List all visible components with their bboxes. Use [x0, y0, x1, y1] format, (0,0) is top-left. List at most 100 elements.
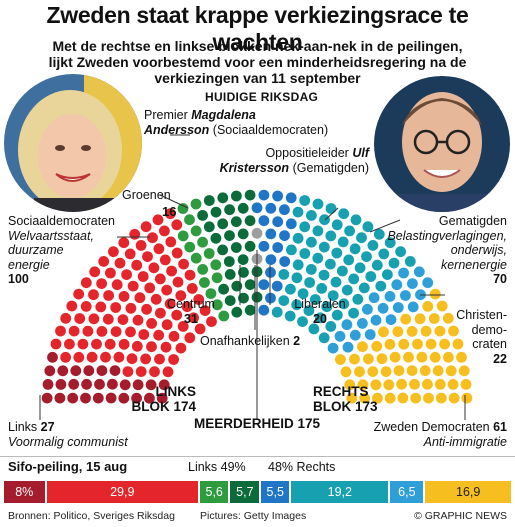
groenen-name: Groenen [122, 188, 171, 202]
seat-sociaaldemocraten [161, 284, 173, 296]
seat-sociaaldemocraten [60, 351, 71, 363]
seat-sociaaldemocraten [148, 262, 160, 274]
seat-gematigden [327, 290, 339, 301]
page-title: Zweden staat krappe verkiezingsrace te w… [46, 2, 469, 55]
poll-bar-6: 6,5 [390, 481, 424, 503]
christen-value: 22 [493, 351, 507, 366]
seat-gematigden [404, 256, 416, 267]
seat-sociaaldemocraten [147, 232, 158, 244]
seat-centrum [203, 195, 215, 206]
seat-gematigden [325, 230, 337, 242]
seat-sociaaldemocraten [68, 325, 80, 337]
seat-christen-democraten [385, 314, 397, 325]
seat-gematigden [361, 251, 372, 262]
seat-sociaaldemocraten [73, 288, 85, 300]
seat-sociaaldemocraten [77, 338, 89, 350]
andersson-label: Premier Magdalena Andersson (Sociaaldemo… [144, 108, 328, 137]
seat-zweden-democraten [392, 326, 404, 337]
seat-sociaaldemocraten [131, 340, 143, 352]
seat-sociaaldemocraten [137, 271, 149, 282]
seat-zweden-democraten [371, 340, 383, 352]
kristersson-first-name: Ulf [352, 146, 369, 160]
gematigden-value: 70 [493, 272, 507, 286]
onafhankelijken-name: Onafhankelijken [200, 334, 290, 348]
seat-zweden-democraten [435, 392, 447, 404]
seat-zweden-democraten [380, 366, 392, 377]
zweden-value: 61 [493, 420, 507, 434]
seat-centrum [224, 204, 236, 216]
seat-links [80, 392, 91, 404]
seat-gematigden [395, 246, 406, 258]
poll-right-total: 48% Rechts [268, 460, 336, 474]
seat-zweden-democraten [412, 338, 423, 350]
seat-zweden-democraten [396, 378, 407, 390]
seat-centrum [238, 267, 249, 278]
seat-sociaaldemocraten [64, 338, 75, 350]
seat-sociaaldemocraten [140, 353, 152, 365]
sociaaldemocraten-note-2: duurzame [8, 243, 64, 257]
seat-gematigden [338, 298, 350, 310]
seat-zweden-democraten [410, 392, 422, 404]
seat-christen-democraten [398, 267, 409, 279]
seat-zweden-democraten [346, 392, 358, 404]
seat-sociaaldemocraten [166, 265, 178, 277]
page-subtitle: Met de rechtse en linkse blokken nek-aan… [48, 38, 467, 86]
seat-gematigden [315, 312, 326, 324]
seat-sociaaldemocraten [95, 301, 107, 313]
seat-gematigden [284, 310, 296, 322]
label-onafhankelijken: Onafhankelijken 2 [200, 334, 300, 349]
seat-centrum [210, 206, 222, 218]
seat-gematigden [349, 243, 361, 255]
seat-zweden-democraten [389, 351, 401, 363]
value-groenen: 16 [162, 204, 177, 219]
seat-zweden-democraten [335, 354, 346, 365]
seat-gematigden [299, 195, 311, 206]
sociaaldemocraten-note-3: energie [8, 257, 50, 272]
seat-gematigden [292, 232, 304, 244]
seat-links [55, 379, 67, 390]
seat-sociaaldemocraten [125, 326, 136, 338]
poll-bar-0: 8% [4, 481, 45, 503]
andersson-first-name: Magdalena [191, 108, 256, 122]
links-note: Voormalig communist [8, 434, 128, 449]
seat-gematigden [297, 288, 309, 299]
seat-zweden-democraten [406, 365, 418, 376]
poll-bar-1: 29,9 [46, 481, 198, 503]
seat-links [83, 365, 95, 377]
seat-sociaaldemocraten [127, 280, 139, 292]
seat-liberalen [251, 202, 263, 214]
seat-centrum [244, 279, 256, 290]
seat-sociaaldemocraten [86, 351, 98, 363]
seat-liberalen [265, 202, 277, 214]
seat-gematigden [373, 228, 385, 240]
seat-gematigden [306, 210, 317, 221]
seat-zweden-democraten [456, 351, 467, 363]
seat-zweden-democraten [393, 365, 405, 376]
label-centrum: Centrum 31 [162, 297, 220, 326]
seat-groenen [197, 236, 209, 248]
gematigden-note-3: kernenergie [440, 257, 507, 272]
seat-liberalen [258, 279, 270, 290]
seat-zweden-democraten [425, 338, 437, 350]
seat-centrum [244, 240, 256, 252]
seat-gematigden [348, 273, 360, 285]
seat-zweden-democraten [378, 326, 389, 338]
kristersson-photo [374, 76, 510, 212]
seat-gematigden [367, 240, 379, 251]
seat-gematigden [341, 284, 353, 296]
seat-sociaaldemocraten [126, 353, 138, 365]
gematigden-note-2: onderwijs, [450, 243, 507, 257]
seat-centrum [230, 242, 242, 253]
seat-sociaaldemocraten [154, 353, 165, 365]
seat-links [68, 378, 80, 390]
seat-zweden-democraten [367, 366, 379, 377]
seat-liberalen [272, 242, 284, 253]
seat-onafhankelijken [251, 227, 263, 239]
seat-sociaaldemocraten [161, 319, 173, 331]
seat-sociaaldemocraten [110, 326, 122, 337]
seat-groenen [177, 203, 189, 214]
seat-christen-democraten [362, 303, 373, 315]
seat-gematigden [358, 282, 370, 294]
seat-centrum [244, 304, 256, 316]
seat-zweden-democraten [376, 353, 388, 365]
